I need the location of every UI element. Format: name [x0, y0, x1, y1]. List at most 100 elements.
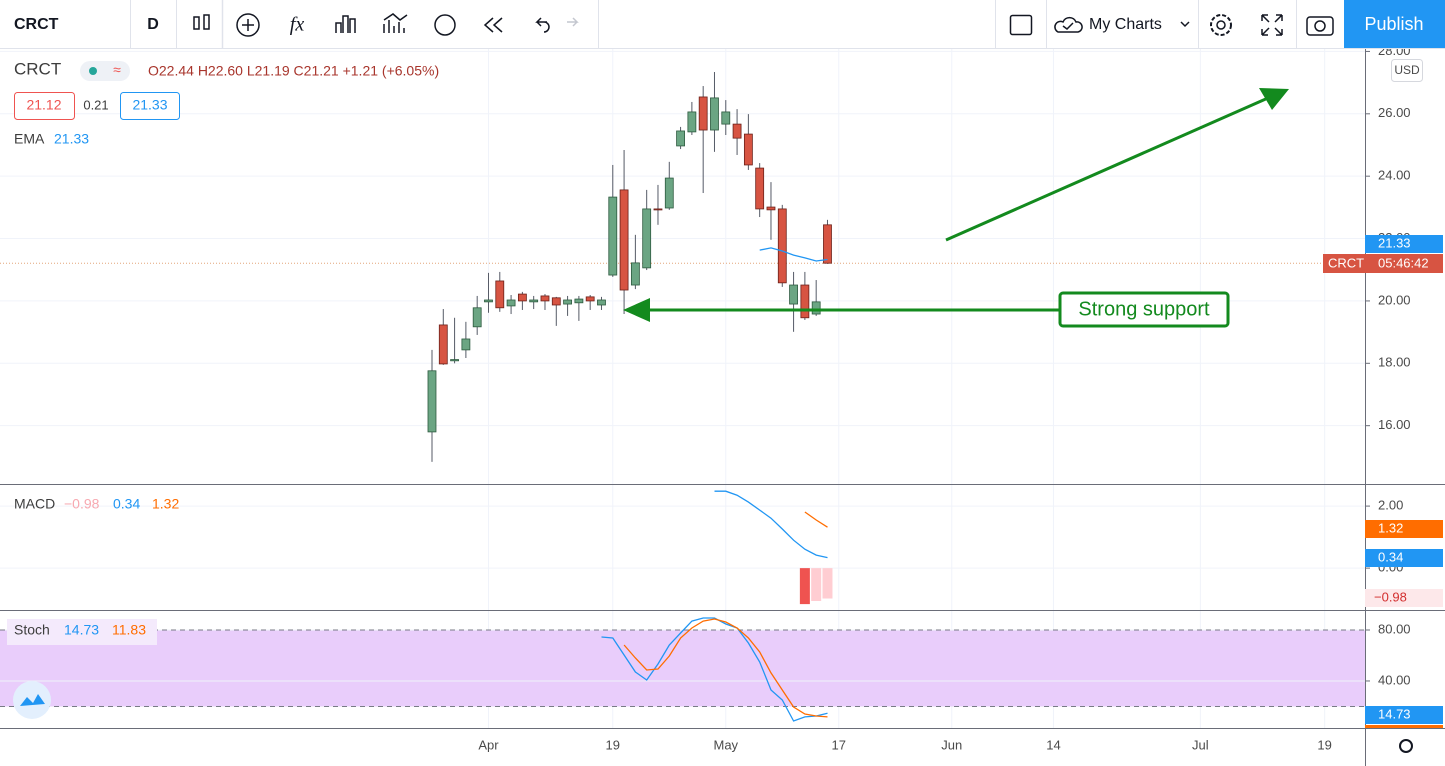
candle-body — [450, 359, 459, 362]
bid-box[interactable] — [14, 92, 75, 120]
y-tick-label: 80.00 — [1378, 621, 1411, 636]
undo-icon[interactable] — [535, 17, 550, 33]
x-tick-label: 19 — [606, 737, 620, 752]
interval[interactable]: D — [147, 16, 159, 33]
macd-hist-tag-text: −0.98 — [1374, 589, 1407, 604]
candle-body — [789, 284, 798, 305]
toolbar-bg — [0, 0, 1445, 48]
symbol-search[interactable]: CRCT — [14, 16, 59, 33]
candle-body — [551, 297, 561, 306]
alert-icon[interactable] — [434, 14, 456, 36]
settings-icon[interactable] — [1399, 739, 1413, 753]
fullscreen-icon[interactable] — [1261, 14, 1283, 36]
my-charts[interactable]: My Charts — [1089, 16, 1162, 33]
candle-body — [438, 324, 448, 365]
macd-hist-value: −0.98 — [64, 496, 100, 512]
candle-body — [777, 208, 787, 284]
candle-body — [664, 177, 674, 209]
x-tick-label: 14 — [1046, 737, 1060, 752]
publish-button[interactable] — [1344, 0, 1445, 48]
candle-body — [529, 299, 539, 303]
y-tick-label: 40.00 — [1378, 672, 1411, 687]
trend-arrow — [945, 96, 1269, 242]
histogram-bar — [822, 568, 833, 599]
logo[interactable] — [13, 681, 51, 719]
macd-signal-tag — [1365, 520, 1443, 538]
y-tick-label: 2.00 — [1378, 498, 1403, 513]
ask: 21.33 — [132, 97, 167, 113]
candle-body — [653, 208, 663, 211]
currency-box[interactable] — [1391, 59, 1423, 82]
candle-body — [676, 130, 685, 147]
x-tick-label: 19 — [1317, 737, 1331, 752]
macd-signal-tag-text: 1.32 — [1378, 520, 1403, 535]
ask-box[interactable] — [120, 92, 180, 120]
stoch-line — [601, 617, 828, 722]
histogram-bar — [811, 568, 822, 602]
macd-line — [804, 511, 828, 528]
candle-body — [698, 96, 708, 131]
drawings: Strong support — [623, 88, 1289, 328]
candle-body — [563, 299, 572, 305]
legend-symbol: CRCT — [14, 59, 61, 78]
stoch-d-value: 11.83 — [112, 622, 146, 638]
x-tick-label: Jun — [941, 737, 962, 752]
publish-label: Publish — [1364, 14, 1423, 34]
cloud-icon — [1054, 16, 1083, 33]
candle-body — [619, 189, 629, 291]
x-tick-label: May — [713, 737, 738, 752]
price-tag — [1323, 254, 1443, 273]
settings-icon-core — [1216, 20, 1226, 30]
templates-icon[interactable] — [335, 15, 356, 33]
ema-label: EMA — [14, 131, 45, 147]
settings-icon[interactable] — [1210, 14, 1232, 36]
candle-body — [495, 280, 505, 309]
chart-type-icon-part — [203, 14, 210, 30]
candle-body — [608, 196, 618, 276]
stoch-legend-bg — [7, 619, 157, 645]
candle-body — [461, 338, 471, 351]
x-tick-label: Apr — [478, 737, 499, 752]
currency: USD — [1394, 63, 1420, 77]
candle-body — [427, 370, 437, 433]
macd-tag-text: 0.34 — [1378, 549, 1403, 564]
stoch-d-tag — [1365, 725, 1443, 728]
snapshot-icon[interactable] — [1306, 16, 1334, 36]
layout-icon[interactable] — [1009, 14, 1033, 36]
compare-icon[interactable] — [236, 13, 260, 37]
status-pill — [80, 61, 130, 81]
price-tag-symbol: CRCT — [1328, 255, 1364, 270]
legend: CRCT ≈ O22.44 H22.60 L21.19 C21.21 +1.21… — [7, 59, 439, 645]
y-tick-label: 16.00 — [1378, 417, 1411, 432]
candle-body — [506, 299, 516, 307]
dropdown-icon[interactable] — [1180, 21, 1190, 28]
y-tick-label: 26.00 — [1378, 105, 1411, 120]
y-tick-label: 18.00 — [1378, 355, 1411, 370]
candle-body — [597, 299, 606, 306]
replay-icon[interactable] — [483, 17, 503, 33]
snapshot-lens — [1314, 20, 1326, 32]
annotation-box — [1058, 291, 1230, 328]
y-tick-label: 20.00 — [1378, 292, 1411, 307]
toolbar: CRCT D fx My Charts — [0, 0, 1445, 49]
price-tag-countdown: 05:46:42 — [1378, 255, 1429, 270]
candle-body — [630, 262, 640, 286]
macd-tag — [1365, 549, 1443, 567]
stoch-k-value: 14.73 — [64, 622, 99, 638]
macd-value: 0.34 — [113, 496, 140, 512]
logo-mark — [20, 694, 45, 706]
legend-ohlc: O22.44 H22.60 L21.19 C21.21 +1.21 (+6.05… — [148, 63, 439, 79]
indicators-icon[interactable]: fx — [290, 14, 305, 36]
macd-signal-value: 1.32 — [152, 496, 179, 512]
candle-body — [484, 299, 493, 303]
candle-body — [800, 284, 810, 319]
candle-body — [540, 295, 550, 302]
chart-type-icon[interactable] — [193, 16, 200, 30]
stoch-band — [0, 629, 1365, 707]
stoch-k-tag — [1365, 706, 1443, 724]
alerts-icon[interactable] — [383, 13, 408, 33]
candle-body — [687, 111, 697, 133]
redo-icon[interactable] — [567, 17, 579, 27]
candle-body — [732, 123, 742, 139]
